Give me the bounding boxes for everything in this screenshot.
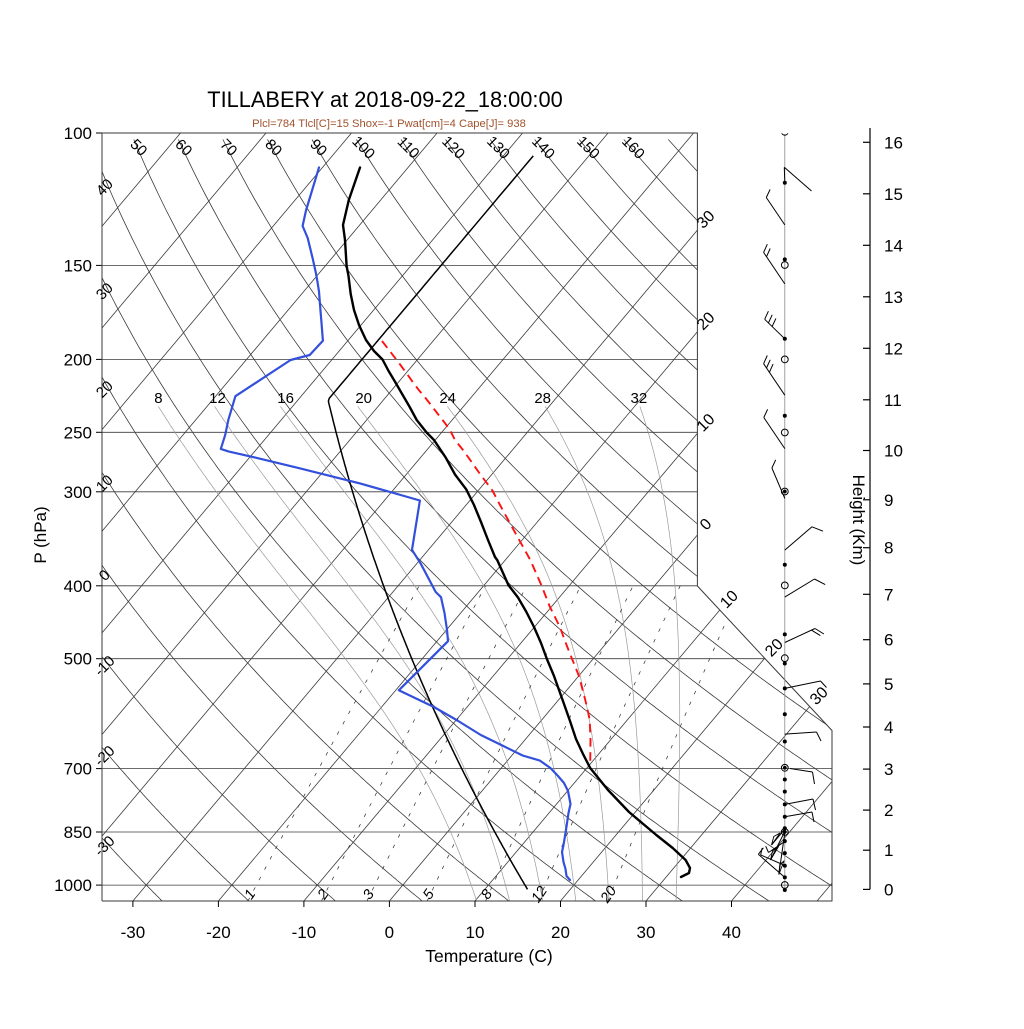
svg-text:1000: 1000 — [54, 876, 92, 895]
svg-text:400: 400 — [64, 577, 92, 596]
svg-text:150: 150 — [64, 256, 92, 275]
svg-text:TILLABERY at 2018-09-22_18:00:: TILLABERY at 2018-09-22_18:00:00 — [207, 87, 562, 112]
svg-text:10: 10 — [884, 442, 903, 461]
svg-text:9: 9 — [884, 491, 893, 510]
svg-text:20: 20 — [551, 923, 570, 942]
svg-text:3: 3 — [884, 760, 893, 779]
svg-text:1: 1 — [884, 841, 893, 860]
svg-text:28: 28 — [534, 390, 551, 407]
svg-text:16: 16 — [277, 390, 294, 407]
svg-text:6: 6 — [884, 631, 893, 650]
svg-text:7: 7 — [884, 585, 893, 604]
svg-text:0: 0 — [385, 923, 394, 942]
svg-text:100: 100 — [64, 124, 92, 143]
svg-text:-20: -20 — [206, 923, 231, 942]
svg-text:0: 0 — [884, 880, 893, 899]
svg-text:500: 500 — [64, 650, 92, 669]
svg-text:Plcl=784 Tlcl[C]=15 Shox=-1 Pw: Plcl=784 Tlcl[C]=15 Shox=-1 Pwat[cm]=4 C… — [252, 118, 526, 130]
svg-text:300: 300 — [64, 483, 92, 502]
svg-text:12: 12 — [209, 390, 226, 407]
svg-text:13: 13 — [884, 288, 903, 307]
svg-text:-10: -10 — [292, 923, 317, 942]
svg-text:Height (Km): Height (Km) — [849, 475, 868, 566]
svg-text:12: 12 — [529, 884, 551, 906]
svg-text:700: 700 — [64, 760, 92, 779]
svg-text:4: 4 — [884, 718, 893, 737]
svg-text:10: 10 — [466, 923, 485, 942]
svg-text:200: 200 — [64, 350, 92, 369]
svg-text:250: 250 — [64, 423, 92, 442]
svg-text:40: 40 — [722, 923, 741, 942]
svg-text:P (hPa): P (hPa) — [31, 506, 50, 563]
svg-text:16: 16 — [884, 133, 903, 152]
svg-text:Temperature (C): Temperature (C) — [425, 946, 552, 966]
svg-text:14: 14 — [884, 236, 903, 255]
svg-text:20: 20 — [355, 390, 372, 407]
svg-text:30: 30 — [637, 923, 656, 942]
svg-text:12: 12 — [884, 339, 903, 358]
svg-text:850: 850 — [64, 823, 92, 842]
svg-text:2: 2 — [884, 801, 893, 820]
svg-text:-30: -30 — [121, 923, 146, 942]
svg-text:32: 32 — [631, 390, 648, 407]
svg-text:8: 8 — [154, 390, 162, 407]
svg-text:8: 8 — [884, 539, 893, 558]
svg-text:24: 24 — [439, 390, 456, 407]
svg-text:5: 5 — [884, 675, 893, 694]
svg-text:11: 11 — [884, 391, 902, 410]
svg-text:15: 15 — [884, 185, 903, 204]
